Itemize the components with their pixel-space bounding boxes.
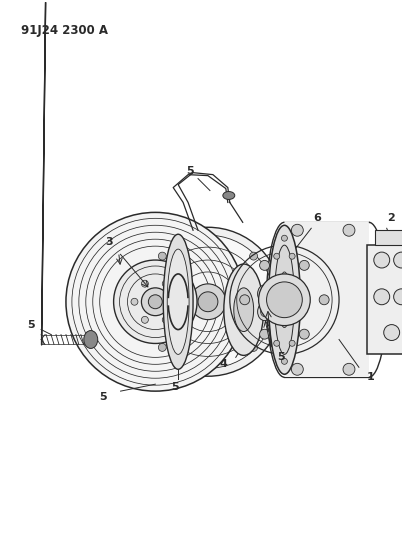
Ellipse shape	[66, 212, 245, 391]
Text: 4: 4	[220, 359, 228, 369]
Circle shape	[281, 235, 287, 241]
Circle shape	[274, 253, 280, 259]
Text: 91J24 2300 A: 91J24 2300 A	[21, 23, 108, 37]
Circle shape	[289, 341, 295, 346]
Circle shape	[158, 252, 166, 260]
Circle shape	[260, 329, 270, 339]
Ellipse shape	[190, 284, 226, 320]
Ellipse shape	[261, 289, 268, 299]
Ellipse shape	[133, 227, 283, 376]
Circle shape	[240, 295, 250, 305]
Circle shape	[289, 253, 295, 259]
Text: 1: 1	[367, 372, 375, 382]
Circle shape	[173, 298, 180, 305]
Ellipse shape	[141, 288, 169, 316]
Ellipse shape	[224, 264, 264, 356]
Ellipse shape	[141, 235, 274, 368]
Ellipse shape	[258, 303, 272, 321]
Ellipse shape	[266, 282, 302, 318]
Circle shape	[343, 224, 355, 236]
Ellipse shape	[148, 295, 162, 309]
Circle shape	[394, 252, 403, 268]
Ellipse shape	[264, 294, 278, 312]
Ellipse shape	[258, 285, 272, 303]
Circle shape	[291, 224, 303, 236]
Text: 6: 6	[313, 213, 321, 223]
Text: 5: 5	[186, 166, 194, 176]
Ellipse shape	[261, 306, 268, 317]
Bar	[285, 222, 369, 377]
Circle shape	[281, 358, 287, 365]
Text: 5: 5	[171, 382, 179, 392]
Ellipse shape	[163, 234, 193, 369]
Ellipse shape	[268, 225, 300, 374]
Circle shape	[162, 280, 169, 287]
Circle shape	[292, 297, 298, 303]
Circle shape	[394, 289, 403, 305]
Circle shape	[270, 297, 276, 303]
Bar	[367, 245, 403, 354]
Text: 2: 2	[387, 213, 395, 223]
Circle shape	[249, 343, 258, 351]
Circle shape	[374, 289, 390, 305]
Circle shape	[291, 364, 303, 375]
Ellipse shape	[266, 298, 274, 308]
Text: 5: 5	[278, 352, 285, 362]
Circle shape	[319, 295, 329, 305]
Circle shape	[274, 341, 280, 346]
Ellipse shape	[114, 260, 197, 343]
Circle shape	[249, 252, 258, 260]
Text: 5: 5	[27, 320, 35, 329]
Circle shape	[141, 280, 148, 287]
Circle shape	[374, 252, 390, 268]
Circle shape	[384, 325, 400, 341]
Ellipse shape	[234, 288, 253, 332]
Ellipse shape	[274, 245, 294, 354]
Text: 3: 3	[105, 237, 112, 247]
Circle shape	[162, 317, 169, 324]
Ellipse shape	[167, 249, 189, 354]
Text: 5: 5	[99, 392, 106, 402]
Circle shape	[141, 317, 148, 324]
Ellipse shape	[198, 292, 218, 312]
Circle shape	[299, 329, 309, 339]
Circle shape	[260, 261, 270, 270]
Circle shape	[158, 343, 166, 351]
Circle shape	[299, 261, 309, 270]
Circle shape	[131, 298, 138, 305]
Bar	[375, 230, 403, 245]
Ellipse shape	[84, 330, 98, 349]
Ellipse shape	[259, 274, 310, 326]
Ellipse shape	[223, 191, 235, 199]
Circle shape	[343, 364, 355, 375]
Ellipse shape	[278, 272, 291, 328]
